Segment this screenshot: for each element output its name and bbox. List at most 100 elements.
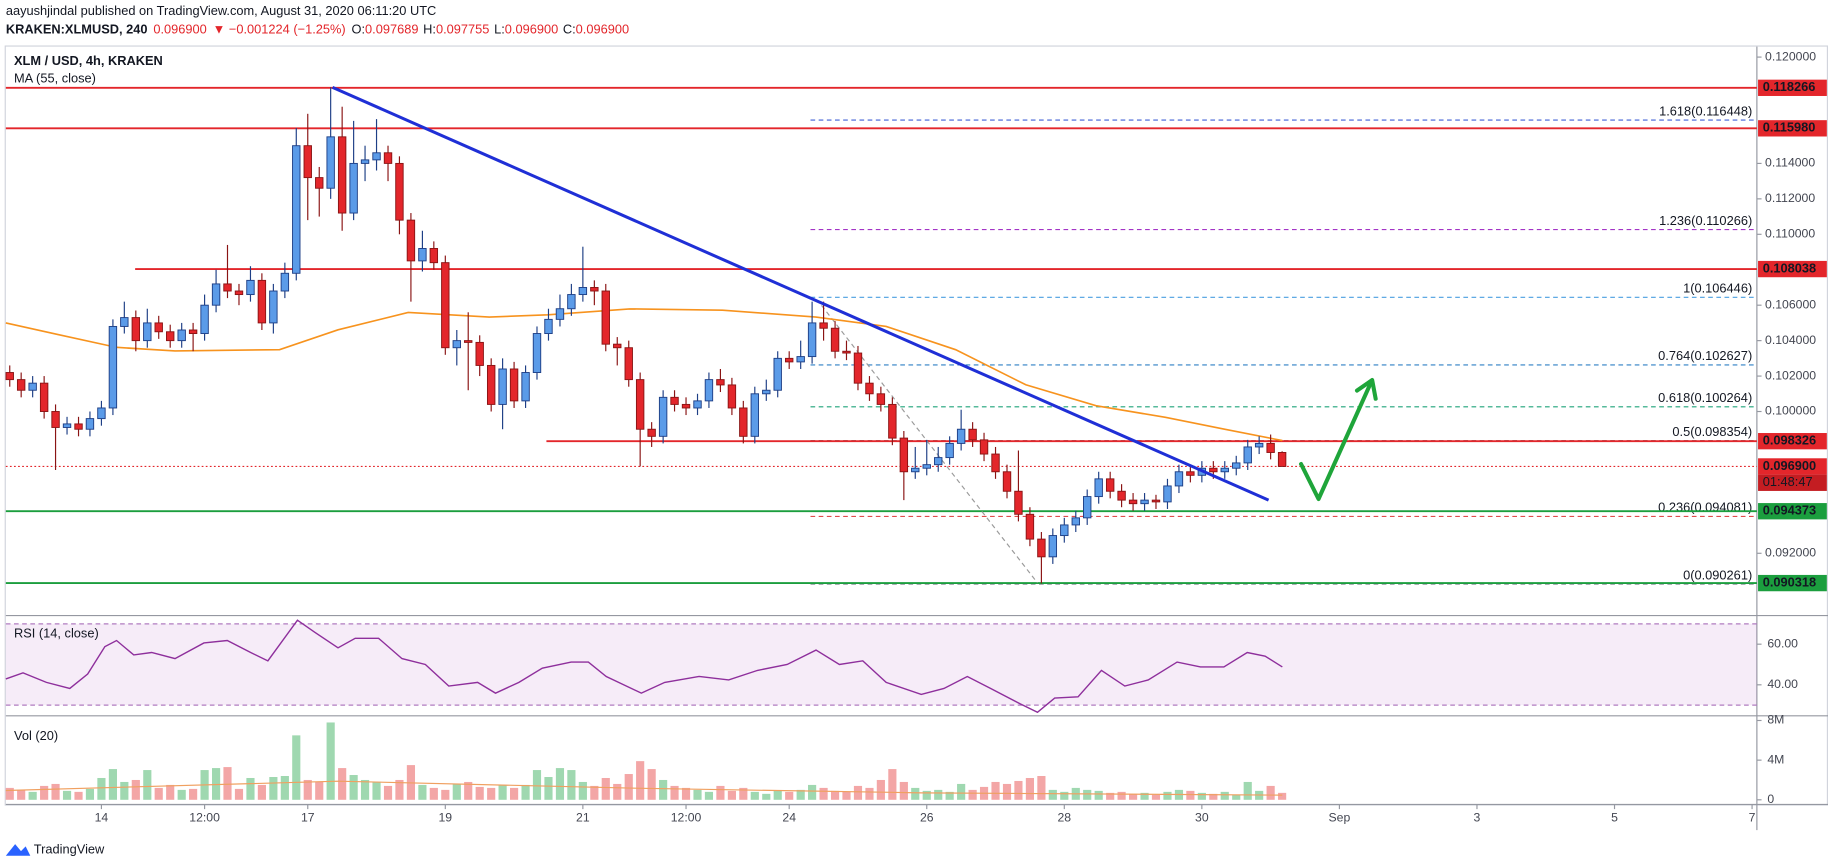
candle-body [979,439,989,455]
author-line: aayushjindal published on TradingView.co… [6,3,436,18]
candle-body [590,286,599,292]
volume-bar [624,774,633,800]
candle-body [120,317,129,327]
volume-bar [372,781,381,800]
volume-bar [246,777,255,800]
volume-bar [1278,792,1287,800]
x-tick-label: 21 [576,811,590,825]
candle-body [819,322,828,329]
volume-bar [452,783,461,800]
candle-body [372,152,381,161]
volume-bar [911,787,920,800]
x-tick-label: 5 [1611,811,1618,825]
rsi-line [5,619,1283,714]
candle-body [842,350,851,354]
y-tick-label: 0.120000 [1765,49,1816,63]
level-badge-label: 0.090318 [1763,574,1816,589]
candle-body [177,329,186,342]
volume-tick-label: 0 [1767,792,1774,806]
volume-bar [1163,791,1172,800]
candle-body [991,453,1000,473]
candle-body [1117,490,1126,501]
candle-body [418,248,427,262]
volume-bar [532,770,542,800]
volume-bar [395,779,404,800]
volume-bar [17,789,26,800]
volume-bar [97,777,106,800]
volume-tick-label: 4M [1767,752,1784,766]
candle-body [223,283,232,292]
volume-bar [211,768,221,800]
candle-body [532,333,542,373]
x-tick-label: 19 [439,811,453,825]
change: ▼ −0.001224 (−1.25%) [213,22,346,37]
countdown: 01:48:47 [1763,474,1813,489]
x-tick-label: 24 [782,811,796,825]
volume-bar [762,793,771,800]
volume-bar [773,790,782,800]
y-tick-label: 0.092000 [1765,546,1816,560]
level-badge [1758,503,1827,520]
candle-body [1128,499,1138,505]
volume-bar [1014,780,1023,800]
volume-bar [991,781,1000,800]
brand: TradingView [34,841,105,856]
volume-bar [338,768,347,800]
volume-bar [1002,783,1012,800]
volume-bar [1128,793,1138,800]
level-badge-label: 0.108038 [1763,260,1816,275]
logo-icon [5,844,31,856]
candle-body [464,340,473,343]
candle-body [1277,452,1287,467]
candle-body [315,177,324,189]
candle-body [74,423,83,430]
x-tick-label: 7 [1749,811,1756,825]
candle-body [429,248,439,264]
volume-bar [659,779,668,800]
candle-body [911,467,920,473]
ma-line [5,308,1283,442]
volume-bar [131,779,140,800]
level-badge-label: 0.115980 [1763,120,1816,135]
volume-bar [1232,794,1241,800]
y-tick-label: 0.106000 [1765,297,1816,311]
candle-body [853,352,863,384]
candle-body [154,322,163,333]
candle-body [601,290,610,345]
candle-body [257,279,267,324]
candle-body [269,290,278,324]
fib-label: 1.618(0.116448) [1659,103,1752,118]
volume-bar [28,791,37,800]
volume-bar [429,787,438,800]
volume-bar [842,791,851,800]
candle-body [635,379,645,430]
candle-body [383,152,393,164]
fib-label: 1(0.106446) [1683,281,1752,296]
last-price-badge-label: 0.096900 [1763,458,1816,473]
volume-bar [945,791,954,800]
arrow-path [1299,380,1374,502]
level-badge-label: 0.118266 [1763,79,1816,94]
candle-body [498,368,507,405]
candle-body [292,145,301,274]
candle-body [704,379,714,402]
candle-body [246,279,255,296]
volume-bar [1037,776,1046,800]
candle-body [1094,478,1103,498]
candle-body [349,162,358,214]
volume-bar [1083,789,1092,800]
candle-body [1232,462,1241,469]
volume-bar [934,789,943,800]
x-tick-label: 3 [1474,811,1481,825]
candle-body [395,162,404,221]
candle-body [567,294,576,310]
candle-body [441,262,450,349]
candle-body [1014,490,1023,515]
candle-body [51,411,60,428]
volume-bar [1209,793,1218,800]
volume-bar [1266,785,1275,800]
candle-body [39,382,49,412]
fib-label: 1.236(0.110266) [1659,213,1752,228]
volume-bar [154,787,163,800]
